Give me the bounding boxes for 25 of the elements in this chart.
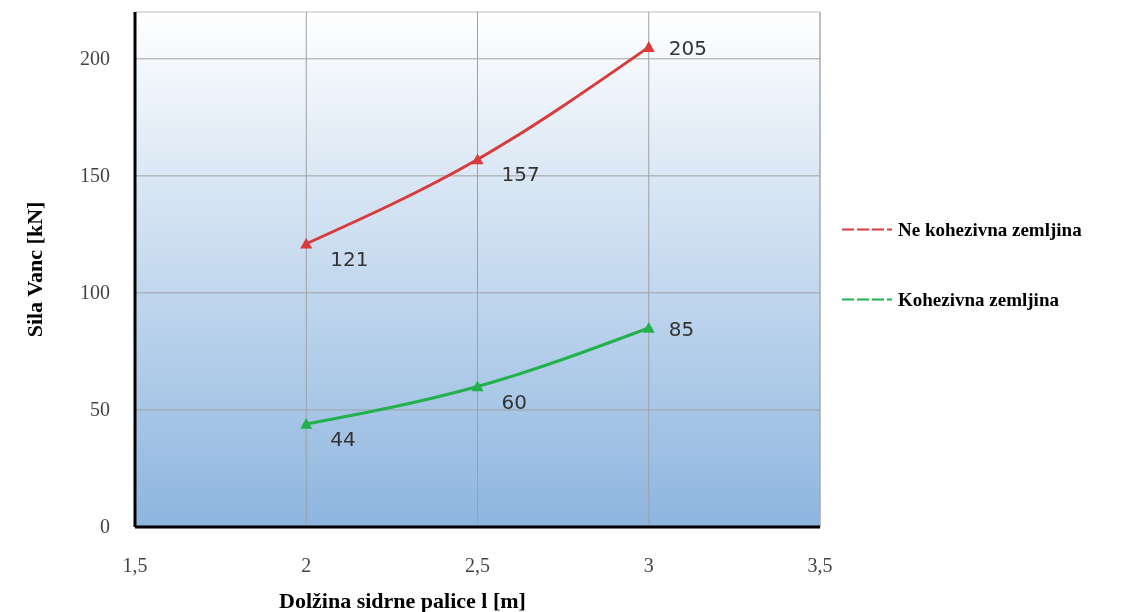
y-tick-label: 150 — [80, 163, 110, 186]
y-tick-label: 0 — [100, 515, 110, 537]
legend-label: Kohezivna zemljina — [898, 288, 1060, 310]
y-tick-label: 100 — [80, 280, 110, 303]
x-axis-title: Dolžina sidrne palice l [m] — [279, 588, 526, 612]
x-tick-label: 1,5 — [122, 554, 148, 576]
point — [300, 418, 313, 429]
data-label: 44 — [330, 427, 356, 451]
y-axis-title: Sila Vanc [kN] — [22, 201, 47, 338]
point — [471, 380, 484, 392]
legend-label: Ne kohezivna zemljina — [898, 218, 1083, 240]
data-label: 205 — [668, 36, 707, 61]
x-tick-label: 3 — [643, 554, 654, 576]
x-tick-label: 3,5 — [807, 554, 833, 576]
data-label: 157 — [501, 162, 540, 187]
data-label: 60 — [501, 389, 527, 414]
data-label: 85 — [668, 317, 695, 342]
point — [642, 322, 655, 333]
x-tick-label: 2 — [301, 554, 312, 576]
y-tick-label: 50 — [90, 397, 110, 420]
x-tick-label: 2,5 — [465, 554, 490, 576]
y-tick-label: 200 — [80, 46, 110, 69]
point — [300, 237, 313, 249]
point — [471, 153, 484, 165]
data-label: 121 — [330, 246, 369, 271]
